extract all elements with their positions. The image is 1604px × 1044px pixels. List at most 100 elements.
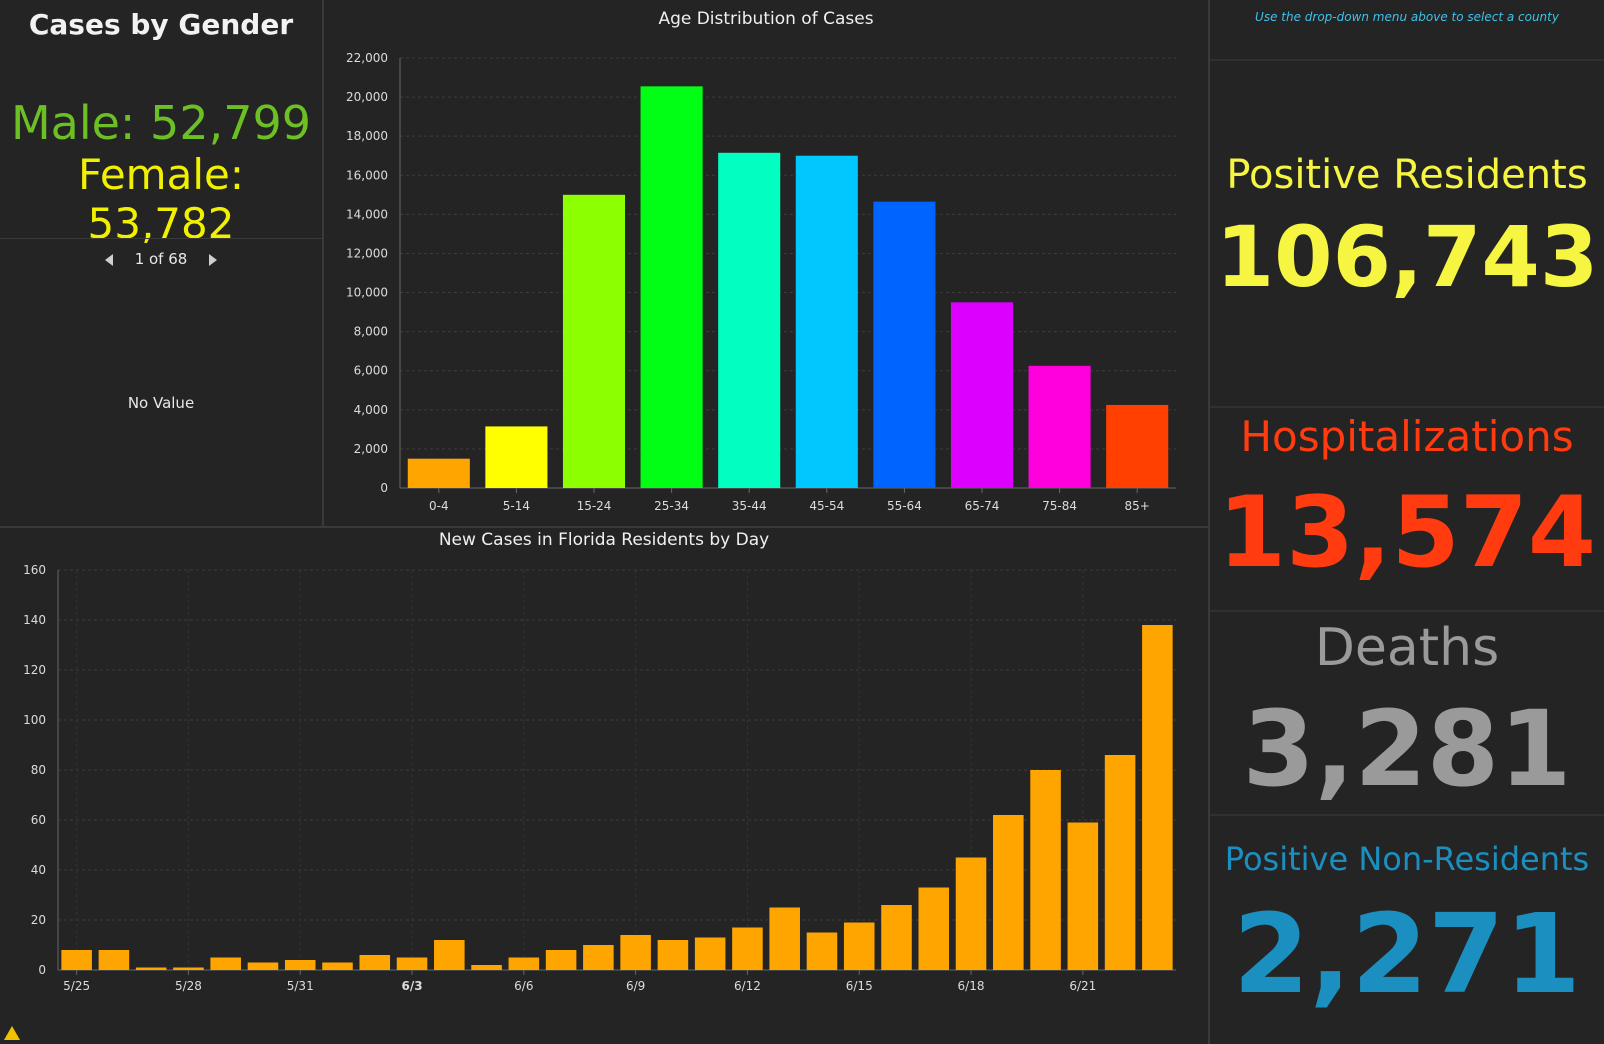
x-tick-label: 15-24 [577,499,612,513]
y-tick-label: 60 [31,813,46,827]
female-count: Female: 53,782 [77,150,244,248]
x-tick-label: 55-64 [887,499,922,513]
age-bar-55-64[interactable] [873,201,936,488]
daily-bar[interactable] [135,967,167,971]
daily-chart-panel: New Cases in Florida Residents by Day 5/… [0,528,1208,1044]
x-tick-label: 6/18 [958,979,985,993]
x-tick-label: 6/9 [626,979,645,993]
age-bar-25-34[interactable] [640,86,703,488]
daily-bar[interactable] [359,955,391,970]
daily-bar[interactable] [210,957,241,971]
daily-bar[interactable] [620,935,651,970]
y-tick-label: 12,000 [346,246,388,260]
pager: 1 of 68 [0,250,322,268]
column-divider [1208,0,1210,1044]
y-tick-label: 18,000 [346,129,388,143]
x-tick-label: 5/28 [175,979,202,993]
y-tick-label: 22,000 [346,51,388,65]
gender-panel: Cases by Gender Male: 52,799 Female: 53,… [0,0,322,526]
age-bar-35-44[interactable] [718,152,781,488]
horizontal-divider [0,526,1208,528]
y-tick-label: 10,000 [346,286,388,300]
daily-bar[interactable] [993,815,1024,970]
y-tick-label: 4,000 [354,403,388,417]
positive-residents-label: Positive Residents [1226,152,1588,198]
stats-divider [1210,610,1604,612]
age-bar-85+[interactable] [1106,404,1169,488]
pager-label: 1 of 68 [134,250,188,268]
daily-bar[interactable] [471,965,502,970]
age-bar-45-54[interactable] [795,155,858,488]
daily-bar[interactable] [1030,770,1061,970]
positive-residents-value: 106,743 [1215,208,1599,306]
daily-bar[interactable] [732,927,763,971]
daily-bar[interactable] [769,907,800,971]
deaths-label: Deaths [1314,618,1500,678]
daily-bar[interactable] [98,950,130,970]
daily-bar[interactable] [583,945,614,970]
y-tick-label: 2,000 [354,442,388,456]
daily-bar[interactable] [284,960,316,970]
y-tick-label: 0 [380,481,388,495]
daily-bar[interactable] [843,922,875,971]
y-tick-label: 0 [38,963,46,977]
daily-bar[interactable] [881,905,912,970]
stats-divider [1210,406,1604,408]
no-value-text: No Value [127,394,195,412]
x-tick-label: 25-34 [654,499,689,513]
daily-bar[interactable] [1142,625,1173,970]
daily-bar[interactable] [508,957,540,971]
x-tick-label: 6/12 [734,979,761,993]
warning-icon [4,1026,20,1040]
non-residents-label: Positive Non-Residents [1224,840,1590,878]
male-count: Male: 52,799 [10,96,312,150]
age-bar-15-24[interactable] [562,194,626,488]
daily-bar[interactable] [545,950,577,970]
daily-bar[interactable] [657,940,689,970]
x-tick-label: 35-44 [732,499,767,513]
vertical-divider [322,0,324,526]
daily-bar[interactable] [1067,822,1099,971]
hospitalizations-label: Hospitalizations [1240,412,1574,461]
y-tick-label: 100 [23,713,46,727]
daily-bar[interactable] [955,857,987,971]
y-tick-label: 40 [31,863,46,877]
age-chart-title: Age Distribution of Cases [658,9,873,29]
daily-bar[interactable] [247,962,279,971]
daily-bar[interactable] [322,962,353,971]
non-residents-value: 2,271 [1233,890,1581,1018]
y-tick-label: 6,000 [354,364,388,378]
age-bar-0-4[interactable] [407,458,470,488]
county-instruction: Use the drop-down menu above to select a… [1255,10,1559,24]
age-chart-panel: Age Distribution of Cases 0-4 5-14 15-24 25… [324,0,1208,526]
daily-bar[interactable] [396,957,428,971]
age-bar-65-74[interactable] [950,302,1014,488]
age-bar-5-14[interactable] [485,426,548,488]
x-tick-label: 5/25 [63,979,90,993]
x-tick-label: 6/3 [401,979,422,993]
daily-chart-title: New Cases in Florida Residents by Day [439,530,769,550]
daily-bar[interactable] [918,887,950,971]
age-distribution-chart: Age Distribution of Cases 0-4 5-14 15-24 25… [346,9,1176,513]
y-tick-label: 20 [31,913,46,927]
x-tick-label: 45-54 [809,499,844,513]
x-tick-label: 6/21 [1069,979,1096,993]
deaths-value: 3,281 [1242,688,1572,810]
daily-bar[interactable] [806,932,838,971]
daily-bar[interactable] [694,937,726,971]
hospitalizations-value: 13,574 [1217,476,1597,590]
y-tick-label: 80 [31,763,46,777]
x-tick-label: 6/15 [846,979,873,993]
y-tick-label: 140 [23,613,46,627]
y-tick-label: 160 [23,563,46,577]
x-tick-label: 5-14 [503,499,530,513]
daily-cases-chart: New Cases in Florida Residents by Day 5/… [23,530,1176,993]
next-icon[interactable] [209,253,218,266]
daily-bar[interactable] [434,940,465,970]
daily-bar[interactable] [61,950,92,970]
age-bar-75-84[interactable] [1028,365,1091,488]
daily-bar[interactable] [173,967,204,971]
previous-icon[interactable] [104,253,113,266]
daily-bar[interactable] [1104,755,1136,970]
y-tick-label: 14,000 [346,207,388,221]
